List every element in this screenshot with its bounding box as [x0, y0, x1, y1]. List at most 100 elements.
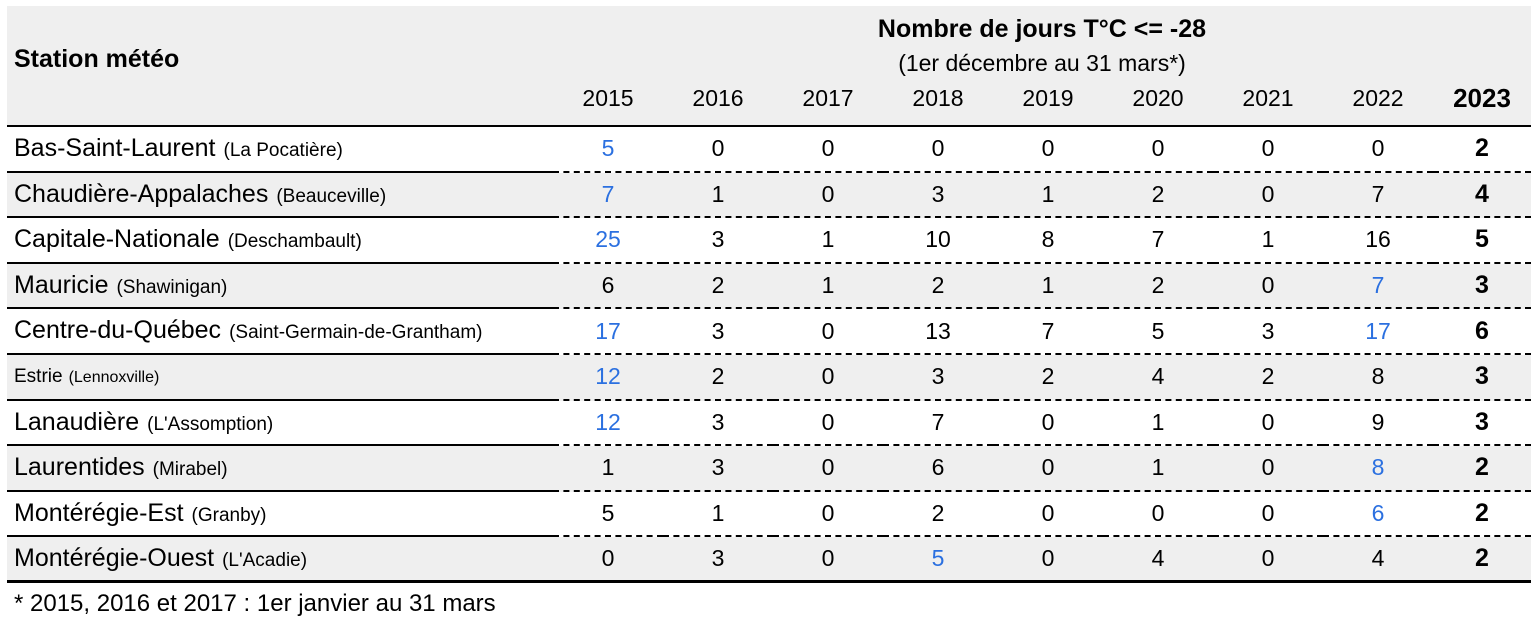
table-row: Montérégie-Ouest (L'Acadie) 0 3 0 5 0 4 0 4 2 — [7, 537, 1531, 583]
table-header: Station météo Nombre de jours T°C <= -28… — [7, 6, 1531, 127]
value-cell-2020: 1 — [1103, 446, 1213, 492]
value-cell-2015: 1 — [553, 446, 663, 492]
region-name: Lanaudière — [14, 407, 140, 436]
value-cell-2017: 0 — [773, 537, 883, 583]
value-cell-2019: 0 — [993, 401, 1103, 447]
table-row: Montérégie-Est (Granby) 5 1 0 2 0 0 0 6 2 — [7, 491, 1531, 538]
value-cell-2021: 0 — [1213, 264, 1323, 310]
value-cell-2016: 3 — [663, 446, 773, 492]
region-name: Laurentides — [14, 453, 145, 482]
value-cell-2017: 0 — [773, 446, 883, 492]
value-cell-2017: 1 — [773, 218, 883, 264]
value-cell-2017: 0 — [773, 309, 883, 355]
value-cell-2019: 0 — [993, 492, 1103, 538]
station-cell: Mauricie (Shawinigan) — [7, 264, 553, 310]
value-cell-2021: 2 — [1213, 355, 1323, 401]
value-cell-2020: 5 — [1103, 309, 1213, 355]
header-title-block: Nombre de jours T°C <= -28 (1er décembre… — [553, 6, 1531, 125]
station-cell: Bas-Saint-Laurent (La Pocatière) — [7, 127, 553, 173]
value-cell-2015: 7 — [553, 173, 663, 219]
station-name: (Mirabel) — [152, 459, 228, 481]
value-cell-2017: 0 — [773, 355, 883, 401]
region-name: Montérégie-Est — [14, 498, 184, 527]
station-name: (La Pocatière) — [223, 140, 343, 161]
value-cell-2023: 3 — [1433, 264, 1531, 310]
value-cell-2017: 1 — [773, 264, 883, 310]
value-cell-2023: 6 — [1433, 309, 1531, 355]
value-cell-2023: 3 — [1433, 355, 1531, 401]
value-cell-2017: 0 — [773, 492, 883, 538]
value-cell-2020: 7 — [1103, 218, 1213, 264]
station-name: (Granby) — [191, 504, 267, 526]
value-cell-2019: 8 — [993, 218, 1103, 264]
year-header-2022: 2022 — [1352, 85, 1404, 111]
value-cell-2023: 2 — [1433, 537, 1531, 583]
value-cell-2023: 2 — [1433, 446, 1531, 492]
value-cell-2018: 13 — [883, 309, 993, 355]
table-body: Bas-Saint-Laurent (La Pocatière) 5 0 0 0 0 0 0 0 2… — [7, 127, 1531, 583]
value-cell-2020: 0 — [1103, 492, 1213, 538]
table-row: Capitale-Nationale (Deschambault) 25 3 1 10 8 7… — [7, 218, 1531, 264]
footnote: * 2015, 2016 et 2017 : 1er janvier au 31… — [14, 589, 496, 617]
value-cell-2020: 2 — [1103, 264, 1213, 310]
table-title: Nombre de jours T°C <= -28 — [877, 15, 1207, 43]
value-cell-2016: 3 — [663, 401, 773, 447]
value-cell-2018: 10 — [883, 218, 993, 264]
value-cell-2022: 16 — [1323, 218, 1433, 264]
value-cell-2015: 6 — [553, 264, 663, 310]
value-cell-2022: 8 — [1323, 355, 1433, 401]
value-cell-2015: 0 — [553, 537, 663, 583]
value-cell-2022: 17 — [1323, 309, 1433, 355]
value-cell-2016: 2 — [663, 264, 773, 310]
year-header-row: 2015 2016 2017 2018 2019 2020 2021 2022 2023 — [553, 80, 1531, 116]
station-name: (Beauceville) — [276, 185, 387, 207]
station-cell: Montérégie-Ouest (L'Acadie) — [7, 537, 553, 583]
station-cell: Laurentides (Mirabel) — [7, 446, 553, 492]
value-cell-2018: 5 — [883, 537, 993, 583]
value-cell-2018: 7 — [883, 401, 993, 447]
year-header-2015: 2015 — [582, 85, 634, 111]
table-row: Centre-du-Québec (Saint-Germain-de-Granth… — [7, 309, 1531, 355]
value-cell-2019: 0 — [993, 127, 1103, 173]
value-cell-2023: 2 — [1433, 127, 1531, 173]
value-cell-2022: 0 — [1323, 127, 1433, 173]
value-cell-2018: 0 — [883, 127, 993, 173]
value-cell-2021: 0 — [1213, 173, 1323, 219]
value-cell-2020: 0 — [1103, 127, 1213, 173]
region-name: Bas-Saint-Laurent — [14, 134, 216, 162]
year-header-2018: 2018 — [912, 85, 964, 111]
value-cell-2016: 1 — [663, 492, 773, 538]
table-row: Estrie (Lennoxville) 12 2 0 3 2 4 2 8 3 — [7, 354, 1531, 401]
value-cell-2021: 0 — [1213, 492, 1323, 538]
value-cell-2019: 7 — [993, 309, 1103, 355]
value-cell-2022: 8 — [1323, 446, 1433, 492]
value-cell-2018: 3 — [883, 355, 993, 401]
value-cell-2020: 4 — [1103, 355, 1213, 401]
station-column-header: Station météo — [14, 45, 180, 73]
table-row: Laurentides (Mirabel) 1 3 0 6 0 1 0 8 2 — [7, 446, 1531, 492]
value-cell-2020: 2 — [1103, 173, 1213, 219]
value-cell-2019: 2 — [993, 355, 1103, 401]
table-row: Mauricie (Shawinigan) 6 2 1 2 1 2 0 7 3 — [7, 263, 1531, 310]
value-cell-2020: 1 — [1103, 401, 1213, 447]
value-cell-2016: 3 — [663, 309, 773, 355]
value-cell-2018: 2 — [883, 264, 993, 310]
value-cell-2016: 1 — [663, 173, 773, 219]
value-cell-2023: 3 — [1433, 401, 1531, 447]
value-cell-2021: 0 — [1213, 446, 1323, 492]
year-header-2021: 2021 — [1242, 85, 1294, 111]
value-cell-2023: 5 — [1433, 218, 1531, 264]
value-cell-2016: 0 — [663, 127, 773, 173]
value-cell-2020: 4 — [1103, 537, 1213, 583]
station-cell: Capitale-Nationale (Deschambault) — [7, 218, 553, 264]
value-cell-2021: 1 — [1213, 218, 1323, 264]
value-cell-2021: 0 — [1213, 401, 1323, 447]
value-cell-2023: 2 — [1433, 492, 1531, 538]
value-cell-2021: 3 — [1213, 309, 1323, 355]
value-cell-2022: 7 — [1323, 264, 1433, 310]
region-name: Capitale-Nationale — [14, 225, 220, 254]
station-name: (Lennoxville) — [68, 368, 160, 386]
station-name: (Shawinigan) — [116, 276, 228, 298]
value-cell-2019: 1 — [993, 173, 1103, 219]
